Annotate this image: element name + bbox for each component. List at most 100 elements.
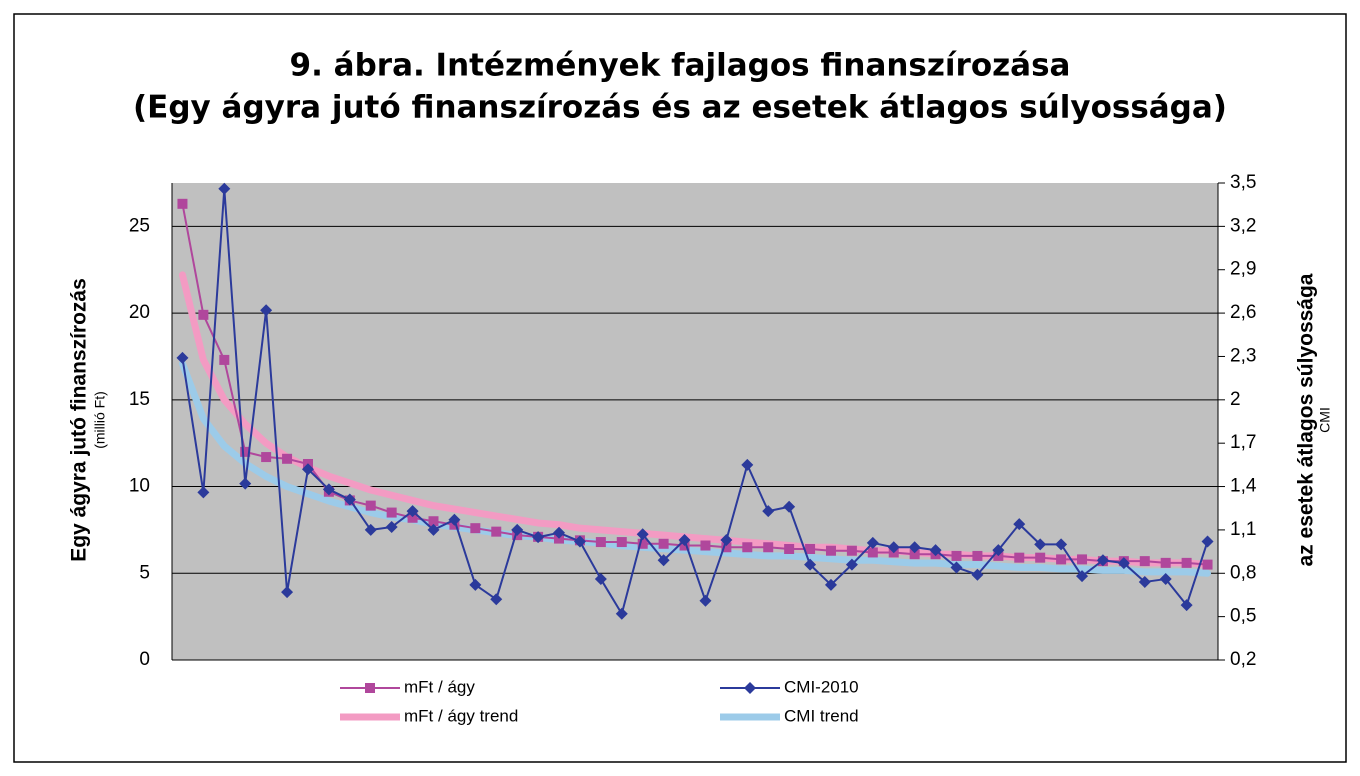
point [783, 500, 796, 513]
point [1181, 557, 1192, 568]
point [365, 500, 376, 511]
point [343, 493, 356, 506]
point [951, 550, 962, 561]
point [887, 541, 900, 554]
point [784, 543, 795, 554]
point [762, 505, 775, 518]
point [240, 446, 251, 457]
legend-label: CMI-2010 [784, 677, 859, 696]
point [1034, 538, 1047, 551]
y2-axis-label: az esetek átlagos súlyossága [1295, 273, 1318, 566]
legend-marker [744, 682, 756, 694]
y-axis-label: Egy ágyra jutó finanszírozás [68, 278, 91, 562]
y2-tick-label: 3,2 [1230, 215, 1256, 236]
y2-tick-label: 2,9 [1230, 259, 1256, 280]
point [616, 537, 627, 548]
point [594, 573, 607, 586]
point [909, 549, 920, 560]
point [281, 586, 294, 599]
trend-line [178, 360, 1212, 577]
point [385, 521, 398, 534]
y-tick-label: 10 [129, 476, 150, 497]
point [1077, 554, 1088, 565]
point [699, 594, 712, 607]
legend-label: mFt / ágy trend [404, 706, 518, 725]
point [1013, 518, 1026, 531]
point [1159, 573, 1172, 586]
point [197, 486, 210, 499]
point [1180, 599, 1193, 612]
point [1014, 552, 1025, 563]
point [720, 534, 733, 547]
point [1056, 554, 1067, 565]
y2-tick-label: 1,1 [1230, 519, 1256, 540]
y2-tick-label: 0,5 [1230, 606, 1256, 627]
point [1076, 570, 1089, 583]
point [971, 568, 984, 581]
y2-tick-label: 0,8 [1230, 562, 1256, 583]
point [700, 540, 711, 551]
point [846, 545, 857, 556]
point [428, 516, 439, 527]
point [176, 351, 189, 364]
point [929, 544, 942, 557]
series-line [181, 187, 1209, 615]
chart-subtitle: (Egy ágyra jutó finanszírozás és az eset… [133, 90, 1227, 126]
point [658, 538, 669, 549]
point [406, 505, 419, 518]
point [219, 354, 230, 365]
point [763, 542, 774, 553]
point [1201, 535, 1214, 548]
point [198, 309, 209, 320]
y-tick-label: 15 [129, 389, 150, 410]
point [1055, 538, 1068, 551]
point [301, 463, 314, 476]
point [490, 593, 503, 606]
point [469, 578, 482, 591]
y2-tick-label: 1,7 [1230, 432, 1256, 453]
legend-label: CMI trend [784, 706, 859, 725]
point [805, 543, 816, 554]
point [491, 526, 502, 537]
point [595, 537, 606, 548]
point [615, 607, 628, 620]
point [804, 558, 817, 571]
point [866, 536, 879, 549]
point [448, 513, 461, 526]
point [511, 523, 524, 536]
point [1035, 552, 1046, 563]
y2-tick-label: 2 [1230, 389, 1241, 410]
y2-tick-label: 3,5 [1230, 172, 1256, 193]
point [637, 538, 648, 549]
point [470, 523, 481, 534]
point [1160, 557, 1171, 568]
y-tick-label: 20 [129, 302, 150, 323]
point [1138, 575, 1151, 588]
point [867, 547, 878, 558]
y-tick-label: 0 [139, 649, 150, 670]
y2-tick-label: 2,6 [1230, 302, 1256, 323]
point [553, 526, 566, 539]
point [721, 542, 732, 553]
point [573, 535, 586, 548]
point [282, 453, 293, 464]
point [742, 542, 753, 553]
point [825, 545, 836, 556]
point [741, 458, 754, 471]
point [261, 452, 272, 463]
plot-area [172, 183, 1218, 660]
y2-axis-unit: CMI [1317, 407, 1333, 433]
point [992, 544, 1005, 557]
point [1202, 559, 1213, 570]
point [322, 483, 335, 496]
legend-label: mFt / ágy [404, 677, 475, 696]
chart-title: 9. ábra. Intézmények fajlagos finanszíro… [290, 48, 1071, 84]
point [678, 534, 691, 547]
point [407, 512, 418, 523]
point [950, 561, 963, 574]
point [239, 477, 252, 490]
y-axis-unit: (millió Ft) [92, 391, 108, 449]
point [1117, 557, 1130, 570]
point [364, 523, 377, 536]
